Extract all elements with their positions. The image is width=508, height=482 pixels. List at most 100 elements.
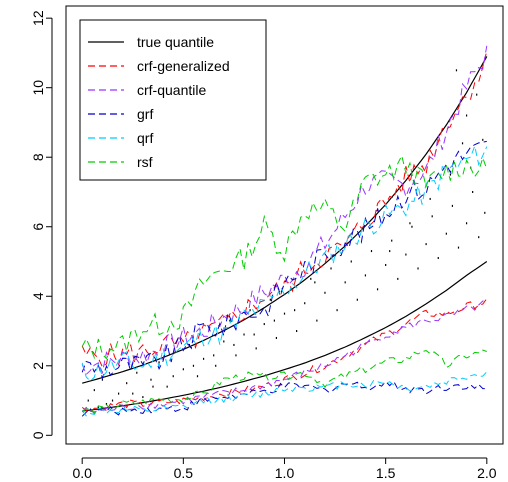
y-tick-label: 2 xyxy=(30,362,46,370)
scatter-point xyxy=(152,385,154,388)
scatter-point xyxy=(364,274,367,277)
series-layer xyxy=(81,45,488,417)
scatter-point xyxy=(93,389,95,392)
scatter-point xyxy=(350,260,352,263)
legend-label: true quantile xyxy=(137,34,214,50)
scatter-point xyxy=(336,309,338,312)
scatter-layer xyxy=(87,69,486,409)
series-crf-generalized-lower xyxy=(81,298,488,414)
x-tick-label: 1.5 xyxy=(376,465,396,481)
scatter-point xyxy=(465,114,468,117)
series-qrf-lower xyxy=(81,371,488,417)
legend-label: grf xyxy=(137,106,153,122)
scatter-point xyxy=(243,333,245,336)
scatter-point xyxy=(253,333,255,336)
scatter-point xyxy=(249,309,251,312)
y-tick-label: 8 xyxy=(30,153,46,161)
scatter-point xyxy=(389,250,391,253)
legend-label: crf-quantile xyxy=(137,82,206,98)
scatter-point xyxy=(397,277,399,280)
scatter-point xyxy=(273,319,275,322)
series-qrf-upper xyxy=(81,144,488,382)
scatter-point xyxy=(235,354,237,357)
scatter-point xyxy=(111,399,114,402)
scatter-point xyxy=(445,232,447,235)
scatter-point xyxy=(455,69,458,72)
scatter-point xyxy=(376,288,379,291)
x-tick-label: 2.0 xyxy=(477,465,497,481)
scatter-point xyxy=(484,211,486,214)
scatter-point xyxy=(215,364,217,367)
scatter-point xyxy=(172,375,174,378)
scatter-point xyxy=(150,378,152,381)
scatter-point xyxy=(213,354,215,357)
scatter-point xyxy=(182,368,184,371)
scatter-point xyxy=(202,357,205,360)
scatter-point xyxy=(417,267,419,270)
scatter-point xyxy=(126,382,128,385)
scatter-point xyxy=(429,197,431,200)
scatter-point xyxy=(457,246,460,249)
series-crf-quantile-upper xyxy=(81,45,488,376)
scatter-point xyxy=(310,277,312,280)
scatter-point xyxy=(391,239,393,242)
legend-box xyxy=(79,19,267,181)
scatter-point xyxy=(451,204,454,207)
scatter-point xyxy=(356,298,358,301)
scatter-point xyxy=(482,138,484,141)
x-tick-label: 0.0 xyxy=(72,465,92,481)
scatter-point xyxy=(461,142,464,145)
scatter-point xyxy=(385,263,387,266)
y-tick-label: 10 xyxy=(30,80,46,96)
scatter-point xyxy=(283,312,286,315)
scatter-point xyxy=(275,336,278,339)
scatter-point xyxy=(192,364,195,367)
series-crf-quantile-lower xyxy=(81,300,487,413)
scatter-point xyxy=(233,343,235,346)
scatter-point xyxy=(405,253,407,256)
axis-layer: 0.0 0.5 1.0 1.5 2.0 0 2 4 6 8 10 12 xyxy=(30,10,497,481)
scatter-point xyxy=(188,343,191,346)
scatter-point xyxy=(174,350,176,353)
legend-label: crf-generalized xyxy=(137,58,230,74)
y-tick-label: 6 xyxy=(30,223,46,231)
scatter-point xyxy=(255,347,257,350)
y-tick-label: 0 xyxy=(30,431,46,439)
legend-label: qrf xyxy=(137,130,153,146)
scatter-point xyxy=(437,257,439,260)
series-rsf-lower xyxy=(81,349,487,415)
scatter-point xyxy=(370,250,373,253)
scatter-point xyxy=(229,319,231,322)
y-tick-label: 4 xyxy=(30,292,46,300)
scatter-point xyxy=(411,225,413,228)
scatter-point xyxy=(330,267,332,270)
scatter-point xyxy=(478,236,480,239)
scatter-point xyxy=(118,392,120,395)
scatter-point xyxy=(263,323,265,326)
series-true-quantile-upper xyxy=(82,56,488,384)
scatter-point xyxy=(476,93,478,96)
legend-label: rsf xyxy=(137,154,153,170)
scatter-point xyxy=(166,385,168,388)
scatter-point xyxy=(409,222,411,225)
plot-frame xyxy=(65,5,504,445)
series-rsf-upper xyxy=(81,154,488,360)
scatter-point xyxy=(158,361,160,364)
scatter-point xyxy=(431,215,433,218)
scatter-point xyxy=(136,371,138,374)
x-tick-label: 1.0 xyxy=(275,465,295,481)
series-grf-lower xyxy=(81,380,487,417)
scatter-point xyxy=(449,173,451,176)
scatter-point xyxy=(97,406,99,409)
scatter-point xyxy=(344,281,346,284)
scatter-point xyxy=(294,309,296,312)
scatter-point xyxy=(296,330,298,333)
scatter-point xyxy=(269,298,271,301)
series-grf-upper xyxy=(81,140,487,380)
scatter-point xyxy=(425,243,427,246)
scatter-point xyxy=(142,396,144,399)
series-true-quantile-lower xyxy=(82,261,488,412)
scatter-point xyxy=(304,302,306,305)
legend: true quantile crf-generalized crf-quantile… xyxy=(79,19,267,181)
